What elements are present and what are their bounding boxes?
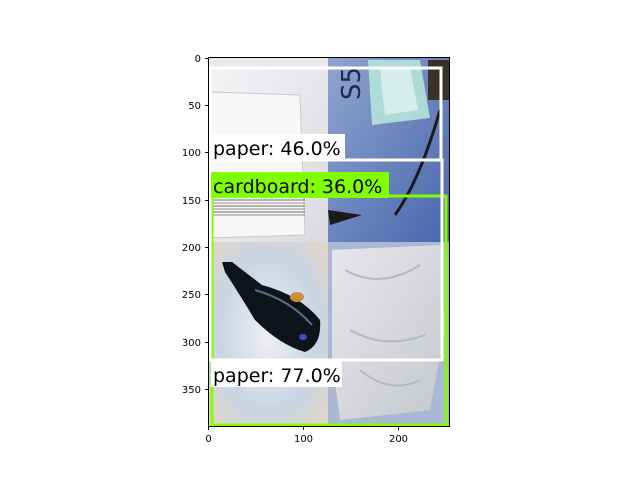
y-axis: 0 50 100 150 200 250 300 350 (182, 54, 209, 396)
paper-label-1: paper: 46.0% (213, 138, 341, 160)
x-axis: 0 100 200 (205, 426, 408, 445)
paper-label-2-bg (211, 361, 342, 387)
cardboard-label-bg (211, 172, 389, 198)
paper-label-1-bg (211, 134, 345, 160)
crumpled-paper-photo (328, 242, 449, 426)
y-tick-150: 150 (182, 196, 201, 207)
x-tick-0: 0 (205, 434, 211, 445)
y-tick-50: 50 (188, 101, 201, 112)
y-tick-350: 350 (182, 385, 201, 396)
y-tick-250: 250 (182, 290, 201, 301)
glass-bottle-photo (209, 242, 328, 426)
y-tick-100: 100 (182, 148, 201, 159)
paper-label-2: paper: 77.0% (213, 365, 341, 387)
y-tick-300: 300 (182, 338, 201, 349)
x-tick-100: 100 (294, 434, 313, 445)
y-tick-200: 200 (182, 243, 201, 254)
axes-frame (208, 57, 450, 427)
cardboard-label: cardboard: 36.0% (213, 176, 382, 198)
detection-labels: paper: 46.0% cardboard: 36.0% paper: 77.… (211, 134, 389, 387)
image-area: S5 (208, 58, 449, 426)
svg-text:S5: S5 (337, 67, 367, 100)
plastic-bag-photo: S5 (328, 58, 449, 242)
x-tick-200: 200 (389, 434, 408, 445)
y-tick-0: 0 (195, 54, 201, 65)
